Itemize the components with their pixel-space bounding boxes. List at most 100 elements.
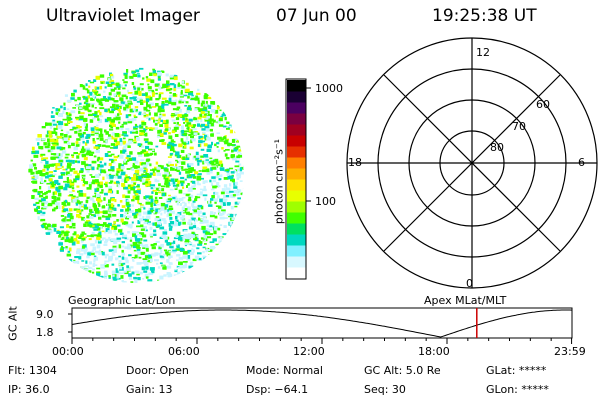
uv-speckle	[222, 202, 226, 206]
uv-speckle	[99, 184, 103, 189]
uv-speckle	[206, 116, 210, 119]
uv-speckle	[156, 166, 160, 170]
uv-speckle	[128, 208, 131, 212]
altitude-curve	[71, 309, 573, 338]
uv-speckle	[167, 127, 171, 131]
uv-speckle	[168, 182, 173, 185]
uv-speckle	[166, 163, 169, 166]
uv-speckle	[239, 180, 243, 182]
uv-speckle	[87, 251, 93, 253]
info-door: Door: Open	[126, 364, 189, 377]
uv-speckle	[73, 208, 78, 211]
uv-speckle	[147, 83, 150, 86]
uv-speckle	[107, 136, 112, 140]
uv-speckle	[85, 152, 90, 156]
uv-speckle	[150, 117, 155, 120]
uv-speckle	[213, 212, 216, 215]
uv-speckle	[119, 232, 124, 235]
uv-speckle	[168, 132, 171, 135]
uv-speckle	[128, 177, 132, 180]
uv-speckle	[132, 257, 135, 261]
uv-speckle	[127, 141, 131, 144]
uv-speckle	[154, 152, 157, 156]
uv-speckle	[73, 127, 78, 130]
uv-speckle	[179, 203, 182, 206]
uv-speckle	[178, 237, 183, 241]
uv-speckle	[220, 115, 224, 119]
uv-speckle	[200, 218, 204, 221]
uv-speckle	[167, 174, 172, 177]
uv-speckle	[205, 117, 209, 120]
uv-speckle	[204, 134, 207, 139]
uv-speckle	[214, 191, 219, 195]
uv-speckle	[140, 238, 143, 241]
uv-speckle	[38, 146, 42, 149]
uv-speckle	[150, 184, 156, 187]
uv-speckle	[145, 92, 148, 97]
uv-speckle	[131, 271, 135, 275]
date-label: 07 Jun 00	[276, 6, 357, 26]
uv-speckle	[237, 139, 243, 143]
uv-speckle	[203, 106, 207, 110]
uv-speckle	[177, 113, 182, 118]
uv-speckle	[115, 126, 120, 130]
uv-speckle	[172, 197, 176, 200]
uv-speckle	[68, 113, 72, 117]
uv-speckle	[133, 180, 137, 183]
uv-speckle	[185, 211, 190, 215]
uv-speckle	[187, 106, 191, 110]
uv-speckle	[113, 181, 118, 185]
uv-speckle	[127, 190, 131, 194]
uv-speckle	[121, 123, 124, 126]
uv-speckle	[147, 153, 150, 157]
uv-speckle	[114, 199, 117, 203]
uv-speckle	[213, 191, 216, 195]
uv-speckle	[210, 101, 216, 105]
uv-speckle	[116, 275, 120, 279]
uv-speckle	[206, 168, 210, 173]
uv-speckle	[180, 149, 185, 153]
uv-speckle	[230, 226, 234, 229]
uv-speckle	[184, 88, 190, 93]
uv-speckle	[200, 123, 205, 127]
uv-speckle	[229, 221, 234, 226]
uv-speckle	[183, 121, 186, 124]
uv-speckle	[155, 201, 158, 204]
uv-speckle	[37, 142, 40, 146]
uv-speckle	[161, 188, 165, 192]
uv-speckle	[58, 113, 63, 116]
uv-speckle	[124, 186, 129, 190]
uv-speckle	[71, 154, 75, 156]
uv-speckle	[100, 98, 105, 101]
uv-speckle	[145, 248, 149, 252]
uv-speckle	[128, 104, 131, 109]
uv-speckle	[207, 236, 212, 239]
uv-speckle	[78, 153, 81, 156]
uv-speckle	[159, 255, 165, 258]
uv-speckle	[71, 190, 75, 192]
info-seq: Seq: 30	[364, 383, 406, 396]
uv-speckle	[234, 147, 239, 150]
uv-speckle	[67, 213, 71, 218]
uv-speckle	[140, 151, 144, 154]
uv-speckle	[91, 99, 95, 101]
uv-speckle	[227, 202, 231, 206]
uv-speckle	[104, 277, 107, 280]
uv-speckle	[203, 113, 207, 116]
uv-speckle	[92, 268, 95, 271]
uv-speckle	[231, 144, 235, 146]
uv-speckle	[173, 221, 177, 225]
uv-speckle	[85, 126, 88, 131]
uv-speckle	[41, 157, 44, 161]
uv-speckle	[190, 252, 194, 255]
uv-speckle	[217, 205, 222, 209]
uv-speckle	[121, 249, 124, 254]
uv-speckle	[162, 85, 165, 89]
uv-speckle	[59, 159, 63, 163]
uv-speckle	[92, 203, 96, 207]
uv-speckle	[158, 92, 164, 95]
uv-speckle	[176, 201, 179, 206]
uv-speckle	[125, 153, 128, 155]
uv-speckle	[91, 166, 95, 171]
uv-speckle	[145, 195, 150, 198]
